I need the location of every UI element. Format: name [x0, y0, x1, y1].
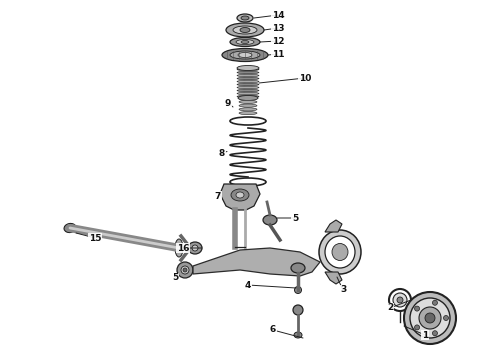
Ellipse shape [192, 245, 198, 251]
Ellipse shape [64, 224, 76, 233]
Ellipse shape [237, 74, 259, 77]
Ellipse shape [237, 14, 253, 22]
Text: 7: 7 [215, 192, 221, 201]
Ellipse shape [183, 268, 187, 272]
Polygon shape [220, 184, 260, 210]
Ellipse shape [236, 40, 254, 45]
Ellipse shape [239, 100, 257, 103]
Ellipse shape [239, 108, 257, 111]
Ellipse shape [239, 112, 257, 115]
Ellipse shape [319, 230, 361, 274]
Ellipse shape [263, 215, 277, 225]
Polygon shape [193, 248, 320, 276]
Ellipse shape [237, 95, 259, 98]
Ellipse shape [241, 16, 249, 20]
Text: 2: 2 [387, 303, 393, 312]
Text: 15: 15 [89, 234, 101, 243]
Ellipse shape [239, 104, 257, 107]
Ellipse shape [404, 292, 456, 344]
Ellipse shape [415, 325, 419, 330]
Text: 11: 11 [272, 50, 284, 59]
Ellipse shape [230, 37, 260, 46]
Text: 12: 12 [272, 36, 284, 45]
Ellipse shape [177, 262, 193, 278]
Ellipse shape [237, 66, 259, 71]
Ellipse shape [181, 266, 189, 274]
Ellipse shape [393, 293, 407, 307]
Ellipse shape [237, 77, 259, 80]
Text: 4: 4 [245, 280, 251, 289]
Text: 16: 16 [177, 243, 189, 252]
Ellipse shape [237, 80, 259, 83]
Ellipse shape [410, 298, 450, 338]
Ellipse shape [294, 332, 302, 338]
Ellipse shape [237, 89, 259, 92]
Ellipse shape [231, 189, 249, 201]
Ellipse shape [237, 83, 259, 86]
Text: 9: 9 [225, 99, 231, 108]
Text: 3: 3 [340, 285, 346, 294]
Text: 1: 1 [422, 330, 428, 339]
Ellipse shape [236, 192, 244, 198]
Ellipse shape [237, 92, 259, 95]
Ellipse shape [291, 263, 305, 273]
Ellipse shape [415, 306, 419, 311]
Ellipse shape [175, 239, 183, 257]
Ellipse shape [240, 27, 250, 32]
Ellipse shape [443, 315, 448, 320]
Text: 14: 14 [271, 10, 284, 19]
Ellipse shape [222, 49, 268, 62]
Ellipse shape [433, 331, 438, 336]
Text: 6: 6 [270, 325, 276, 334]
Text: 5: 5 [292, 213, 298, 222]
Ellipse shape [237, 71, 259, 74]
Ellipse shape [230, 51, 260, 59]
Ellipse shape [397, 297, 403, 303]
Ellipse shape [233, 26, 257, 34]
Ellipse shape [419, 307, 441, 329]
Text: 13: 13 [272, 23, 284, 32]
Ellipse shape [433, 300, 438, 305]
Ellipse shape [332, 243, 348, 261]
Ellipse shape [238, 95, 258, 100]
Ellipse shape [237, 86, 259, 89]
Ellipse shape [293, 305, 303, 315]
Ellipse shape [425, 313, 435, 323]
Text: 8: 8 [219, 149, 225, 158]
Ellipse shape [294, 287, 301, 293]
Ellipse shape [188, 242, 202, 254]
Text: 5: 5 [172, 274, 178, 283]
Polygon shape [325, 272, 342, 284]
Ellipse shape [238, 53, 252, 58]
Ellipse shape [226, 23, 264, 37]
Polygon shape [325, 220, 342, 232]
Text: 10: 10 [299, 73, 311, 82]
Ellipse shape [241, 41, 249, 44]
Ellipse shape [237, 68, 259, 71]
Ellipse shape [325, 236, 355, 268]
